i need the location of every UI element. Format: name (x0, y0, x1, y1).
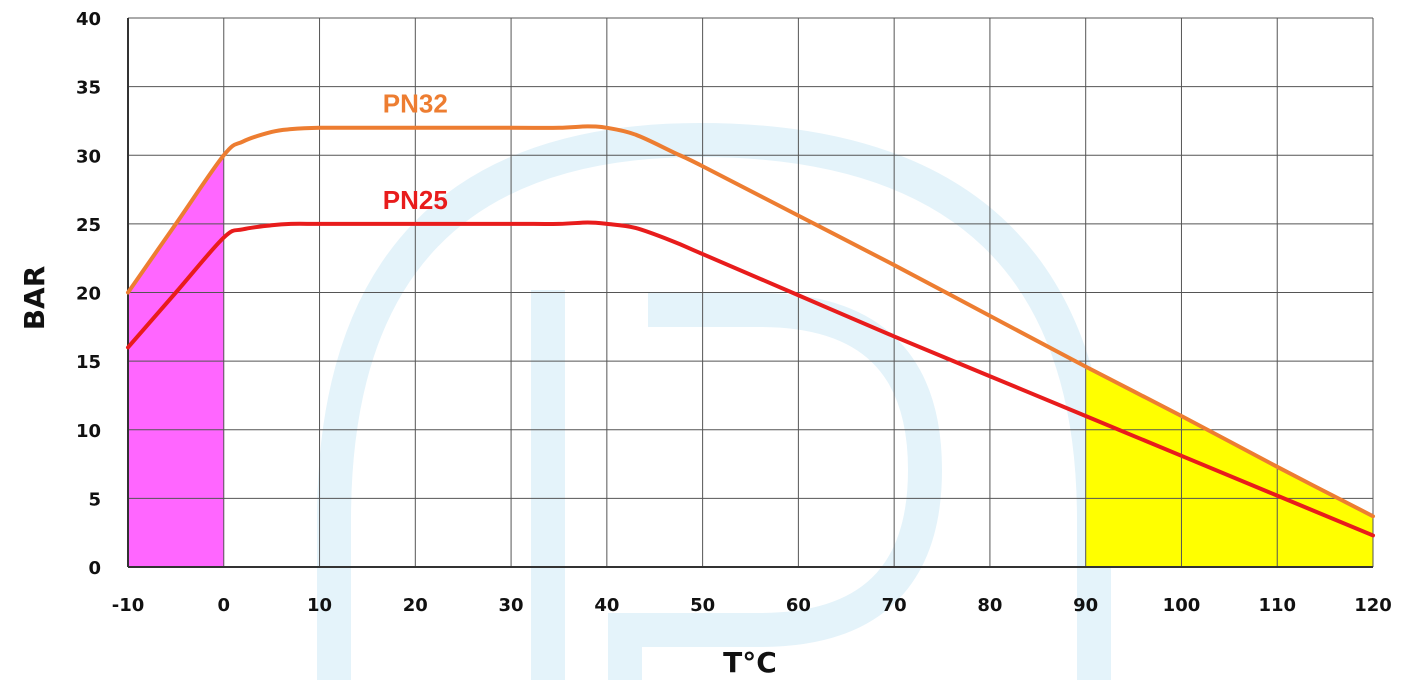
x-tick-label: 70 (882, 595, 907, 616)
y-tick-label: 20 (76, 284, 101, 305)
grid-lines (127, 17, 1374, 568)
x-tick-label: 100 (1163, 595, 1201, 616)
series-lines (126, 124, 1375, 538)
y-tick-label: 35 (76, 78, 101, 99)
x-tick-label: 30 (499, 595, 524, 616)
x-tick-label: 0 (218, 595, 231, 616)
y-tick-label: 15 (76, 352, 101, 373)
series-line-pn32 (126, 124, 1375, 519)
x-tick-label: 120 (1354, 595, 1392, 616)
y-tick-label: 10 (76, 421, 101, 442)
x-tick-label: 60 (786, 595, 811, 616)
series-label-pn32: PN32 (383, 89, 448, 119)
y-tick-label: 40 (76, 9, 101, 30)
y-tick-label: 0 (88, 558, 101, 579)
series-label-pn25: PN25 (383, 185, 448, 215)
x-tick-label: 20 (403, 595, 428, 616)
x-tick-label: 110 (1258, 595, 1296, 616)
y-tick-label: 5 (88, 489, 101, 510)
x-tick-labels: -10 0 10 20 30 40 50 60 70 80 90 100 110 120 (112, 595, 1392, 616)
y-tick-label: 30 (76, 146, 101, 167)
y-axis-title: BAR (18, 266, 51, 331)
x-tick-label: 80 (977, 595, 1002, 616)
x-tick-label: 10 (307, 595, 332, 616)
x-tick-label: 90 (1073, 595, 1098, 616)
x-tick-label: 50 (690, 595, 715, 616)
x-tick-label: 40 (594, 595, 619, 616)
watermark-inner-arc (608, 293, 943, 680)
shaded-region-1 (1085, 366, 1373, 567)
series-line-pn25 (126, 220, 1375, 538)
y-tick-label: 25 (76, 215, 101, 236)
x-tick-label: -10 (112, 595, 145, 616)
watermark-logo (317, 122, 1111, 680)
watermark-outer-arc (317, 122, 1111, 680)
series-labels: PN32 PN25 (383, 89, 448, 215)
x-axis-title: T°C (723, 646, 777, 679)
y-tick-labels: 0 5 10 15 20 25 30 35 40 (76, 9, 101, 579)
